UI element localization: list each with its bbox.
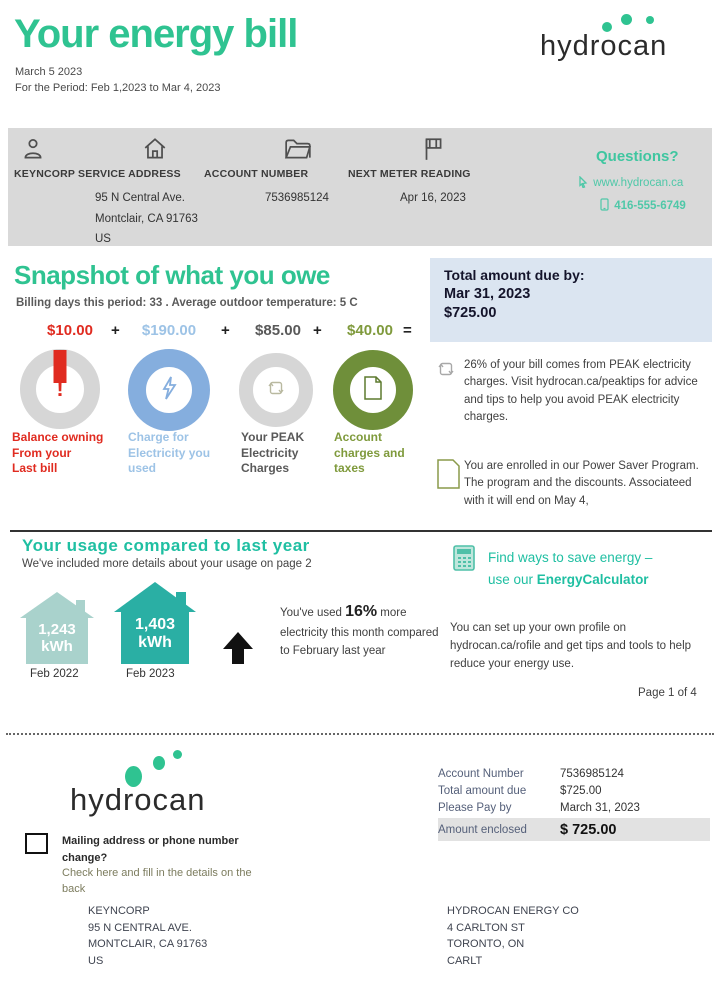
powersaver-document-icon xyxy=(434,458,462,495)
page-title: Your energy bill xyxy=(14,12,298,56)
billing-period: For the Period: Feb 1,2023 to Mar 4, 202… xyxy=(15,82,221,94)
cursor-icon xyxy=(578,175,591,191)
total-due-value: $725.00 xyxy=(560,784,602,797)
phone-link[interactable]: 416-555-6749 xyxy=(600,198,686,214)
peak-clock-icon xyxy=(437,360,455,383)
balance-amount: $10.00 xyxy=(47,322,93,339)
usage-subheading: We've included more details about your u… xyxy=(22,558,312,570)
peak-time-icon xyxy=(267,379,285,402)
usage-heading: Your usage compared to last year xyxy=(22,536,310,555)
logo-dot-icon xyxy=(153,756,165,770)
balance-donut: ! xyxy=(20,349,100,429)
section-divider xyxy=(10,530,712,532)
table-row: Please Pay by March 31, 2023 xyxy=(438,799,710,816)
amount-enclosed-value: $ 725.00 xyxy=(560,821,617,838)
usage-2022-value: 1,243 kWh xyxy=(38,621,76,655)
meter-date-value: Apr 16, 2023 xyxy=(400,192,466,204)
service-address-value: 95 N Central Ave. Montclair, CA 91763 US xyxy=(95,192,198,246)
usage-2023-value: 1,403 kWh xyxy=(134,616,176,651)
customer-address: KEYNCORP 95 N CENTRAL AVE. MONTCLAIR, CA… xyxy=(88,905,208,967)
table-row: Account Number 7536985124 xyxy=(438,765,710,782)
total-due-label: Total amount due xyxy=(438,784,527,797)
account-info-bar: KEYNCORP SERVICE ADDRESS ACCOUNT NUMBER … xyxy=(8,128,712,246)
issue-date: March 5 2023 xyxy=(15,66,83,78)
electricity-donut xyxy=(128,349,210,431)
plus-operator: + xyxy=(221,322,230,339)
charges-label: Account charges and taxes xyxy=(334,430,405,476)
logo-dot-icon xyxy=(602,22,612,32)
plus-operator: + xyxy=(111,322,120,339)
energy-calculator-label: EnergyCalculator xyxy=(536,572,649,588)
document-icon xyxy=(362,375,384,406)
person-icon xyxy=(20,136,46,167)
electricity-label: Charge for Electricity you used xyxy=(128,430,211,476)
hydrocan-logo-stub: hydrocan xyxy=(70,748,290,818)
account-number-label: ACCOUNT NUMBER xyxy=(204,168,309,180)
calculator-icon xyxy=(452,544,476,577)
mailing-change-instructions: Check here and fill in the details on th… xyxy=(62,867,252,895)
balance-label: Balance owning From your Last bill xyxy=(12,430,104,476)
peak-label: Your PEAK Electricity Charges xyxy=(241,430,305,476)
house-2023-icon: 1,403 kWh xyxy=(112,582,198,664)
logo-dot-icon xyxy=(646,16,654,24)
table-row: Total amount due $725.00 xyxy=(438,782,710,799)
company-address: HYDROCAN ENERGY CO 4 CARLTON ST TORONTO,… xyxy=(447,905,579,967)
up-arrow-icon xyxy=(222,632,254,669)
house-2022-icon: 1,243 kWh xyxy=(18,592,96,664)
account-number-value: 7536985124 xyxy=(560,767,624,780)
total-due-amount: $725.00 xyxy=(444,305,497,321)
page-number: Page 1 of 4 xyxy=(638,687,697,699)
billing-days-line: Billing days this period: 33 . Average o… xyxy=(16,297,358,309)
logo-dot-icon xyxy=(621,14,632,25)
mobile-phone-icon xyxy=(600,198,612,214)
flag-icon xyxy=(420,136,446,167)
folder-icon xyxy=(284,136,312,167)
logo-wordmark: hydrocan xyxy=(70,782,206,817)
service-address-label: KEYNCORP SERVICE ADDRESS xyxy=(14,168,181,180)
charges-donut xyxy=(333,350,413,430)
electricity-amount: $190.00 xyxy=(141,322,197,339)
snapshot-heading: Snapshot of what you owe xyxy=(14,260,330,290)
peak-donut xyxy=(239,353,313,427)
home-icon xyxy=(142,136,168,167)
plus-operator: + xyxy=(313,322,322,339)
equals-operator: = xyxy=(403,322,412,339)
peak-amount: $85.00 xyxy=(255,322,301,339)
perforation-line xyxy=(6,733,714,735)
save-energy-link[interactable]: Find ways to save energy – use our Energ… xyxy=(488,550,653,588)
profile-note: You can set up your own profile on hydro… xyxy=(450,622,692,670)
website-link[interactable]: www.hydrocan.ca xyxy=(578,175,683,191)
hydrocan-logo: hydrocan xyxy=(540,6,710,68)
usage-comparison-text: You've used 16% more electricity this mo… xyxy=(280,603,439,657)
account-number-label: Account Number xyxy=(438,767,524,780)
questions-title: Questions? xyxy=(596,148,679,165)
address-change-checkbox[interactable] xyxy=(25,833,48,854)
logo-wordmark: hydrocan xyxy=(540,30,668,62)
total-due-title: Total amount due by: xyxy=(444,267,585,283)
peak-note: 26% of your bill comes from PEAK electri… xyxy=(464,359,698,423)
mailing-change-title: Mailing address or phone number change? xyxy=(62,835,239,864)
total-due-box: Total amount due by: Mar 31, 2023 $725.0… xyxy=(430,258,712,342)
logo-dot-icon xyxy=(173,750,182,759)
exclamation-icon: ! xyxy=(56,376,64,401)
amount-enclosed-row: Amount enclosed $ 725.00 xyxy=(438,818,710,841)
pay-by-value: March 31, 2023 xyxy=(560,801,640,814)
account-number-value: 7536985124 xyxy=(265,192,329,204)
powersaver-note: You are enrolled in our Power Saver Prog… xyxy=(464,460,699,507)
usage-2023-caption: Feb 2023 xyxy=(126,668,175,680)
total-due-date: Mar 31, 2023 xyxy=(444,286,531,302)
charges-amount: $40.00 xyxy=(347,322,393,339)
meter-reading-label: NEXT METER READING xyxy=(348,168,471,180)
logo-dot-icon xyxy=(125,766,142,787)
lightning-icon xyxy=(158,375,180,406)
usage-2022-caption: Feb 2022 xyxy=(30,668,79,680)
usage-percent: 16% xyxy=(345,603,378,620)
amount-enclosed-label: Amount enclosed xyxy=(438,823,527,836)
pay-by-label: Please Pay by xyxy=(438,801,512,814)
gauge-tick xyxy=(53,350,67,383)
payment-summary-table: Account Number 7536985124 Total amount d… xyxy=(438,765,710,841)
